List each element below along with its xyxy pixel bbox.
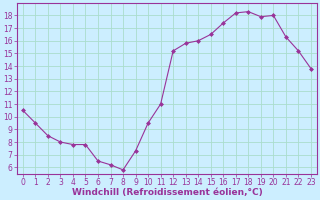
X-axis label: Windchill (Refroidissement éolien,°C): Windchill (Refroidissement éolien,°C) xyxy=(72,188,262,197)
